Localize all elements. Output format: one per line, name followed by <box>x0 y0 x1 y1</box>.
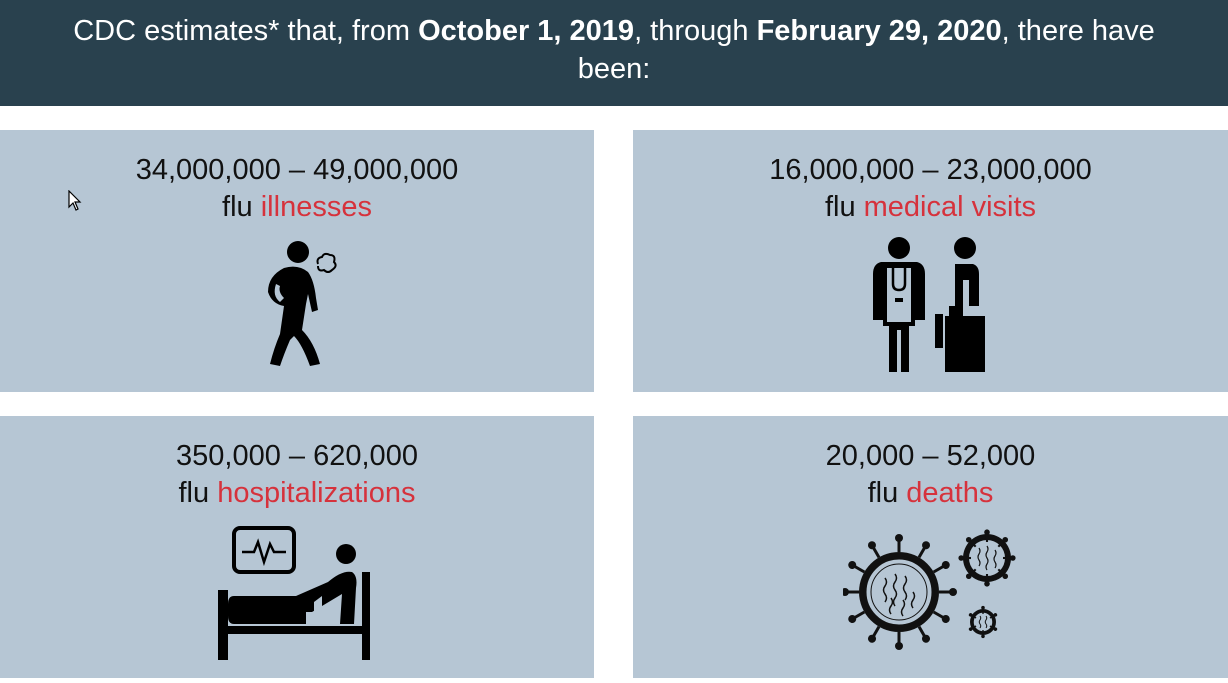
hospitalizations-card: 350,000 – 620,000 flu hospitalizations <box>0 416 594 678</box>
medical-visits-range: 16,000,000 – 23,000,000 <box>769 154 1092 186</box>
medical-visits-highlight: medical visits <box>863 191 1037 223</box>
hospitalizations-label: flu hospitalizations <box>0 475 594 511</box>
header-banner: CDC estimates* that, from October 1, 201… <box>0 0 1228 106</box>
illnesses-prefix: flu <box>222 191 261 223</box>
deaths-label: flu deaths <box>633 475 1228 511</box>
sick-person-icon <box>268 241 337 366</box>
banner-start-date: October 1, 2019 <box>418 15 635 47</box>
medical-visits-label: flu medical visits <box>633 189 1228 225</box>
hospitalizations-range: 350,000 – 620,000 <box>176 440 418 472</box>
illnesses-card: 34,000,000 – 49,000,000 flu illnesses <box>0 130 594 392</box>
illnesses-label: flu illnesses <box>0 189 594 225</box>
hospital-bed-icon <box>218 526 370 660</box>
virus-icon <box>843 528 1017 652</box>
medical-visits-card: 16,000,000 – 23,000,000 flu medical visi… <box>633 130 1228 392</box>
deaths-range: 20,000 – 52,000 <box>825 440 1036 472</box>
deaths-highlight: deaths <box>906 477 994 509</box>
deaths-card: 20,000 – 52,000 flu deaths <box>633 416 1228 678</box>
banner-prefix: CDC estimates* that, from <box>73 15 419 47</box>
mouse-cursor-icon <box>68 190 82 211</box>
banner-suffix: , there have been: <box>577 15 1155 85</box>
medical-visits-prefix: flu <box>824 191 864 223</box>
illnesses-range: 34,000,000 – 49,000,000 <box>135 154 459 186</box>
hospitalizations-highlight: hospitalizations <box>217 477 416 509</box>
illnesses-highlight: illnesses <box>260 191 372 223</box>
deaths-prefix: flu <box>867 477 907 509</box>
doctor-patient-icon <box>873 237 985 372</box>
hospitalizations-prefix: flu <box>178 477 218 509</box>
banner-middle: , through <box>634 15 757 47</box>
banner-end-date: February 29, 2020 <box>756 15 1002 47</box>
